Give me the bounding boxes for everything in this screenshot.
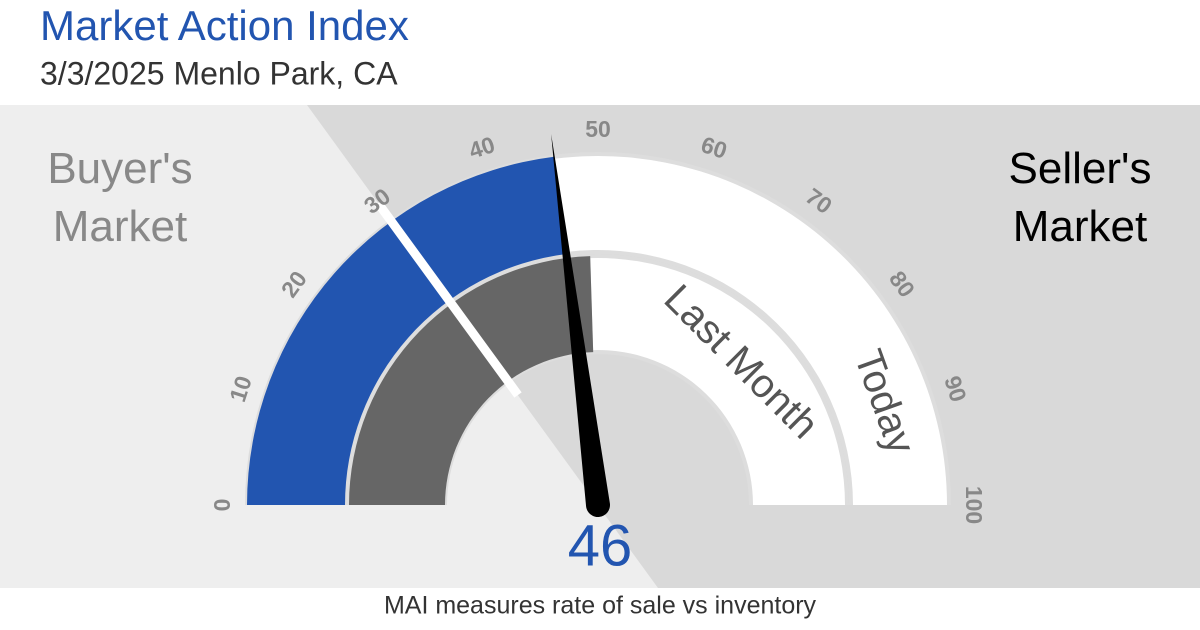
chart-title: Market Action Index [40,2,409,49]
chart-subtitle: 3/3/2025 Menlo Park, CA [40,55,398,91]
tick-label: 100 [961,486,987,524]
track-fill [590,258,845,505]
tick-label: 50 [585,116,611,142]
caption: MAI measures rate of sale vs inventory [384,592,817,620]
gauge-band [247,156,567,505]
value-label: 46 [568,513,633,578]
separator [374,200,522,398]
track-fill [554,156,947,505]
needle [551,133,611,517]
left-label: Buyer's Market [47,144,193,251]
tick-label: 0 [209,499,235,512]
gauge-band [349,256,594,505]
right-label: Seller's Market [1008,144,1152,251]
